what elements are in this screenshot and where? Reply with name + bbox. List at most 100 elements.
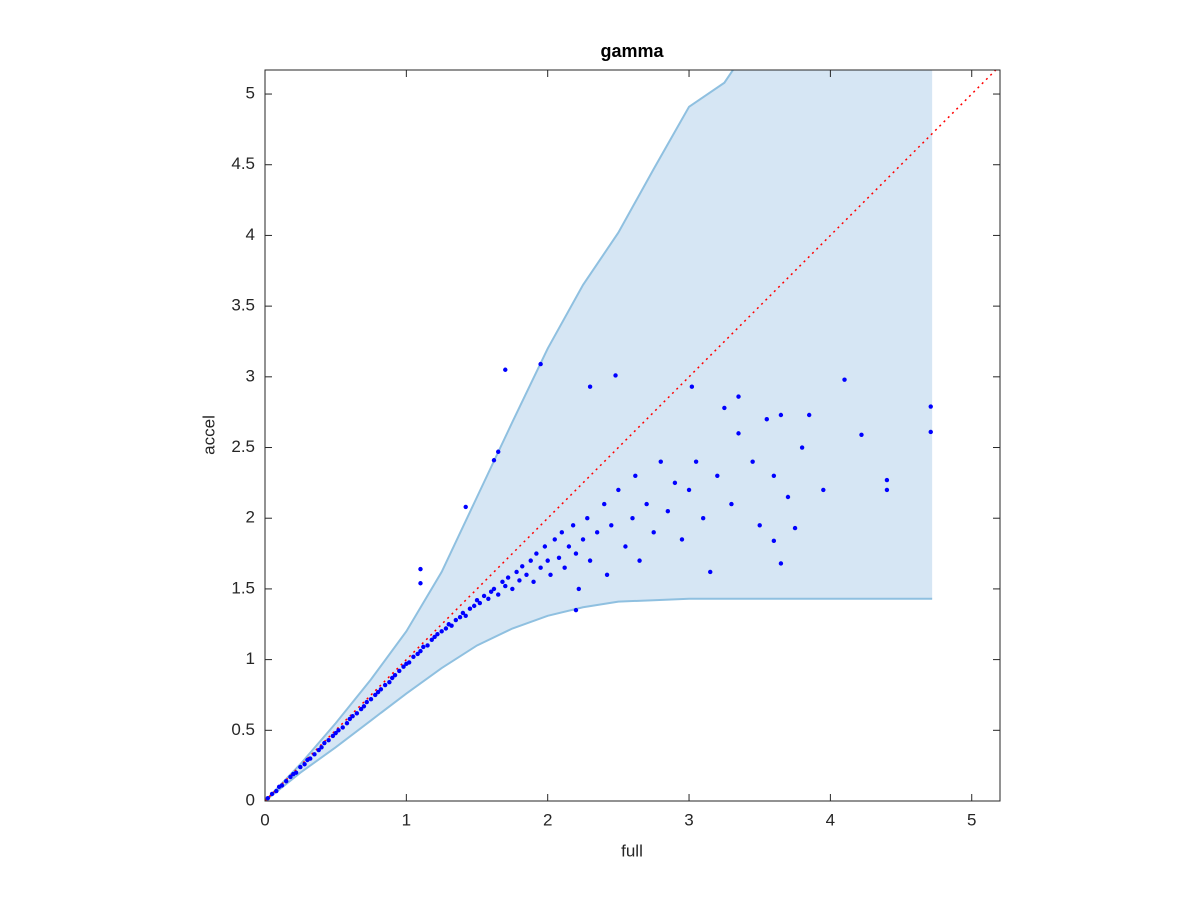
y-axis-label: accel (199, 415, 218, 455)
point (604, 572, 610, 577)
point (415, 651, 420, 657)
point (736, 431, 741, 436)
point (602, 501, 607, 507)
point (288, 774, 293, 780)
point (418, 581, 423, 586)
point (425, 643, 430, 648)
point (471, 603, 477, 609)
point (293, 770, 299, 775)
point (330, 733, 336, 739)
point (505, 575, 511, 580)
point (534, 551, 539, 556)
point (700, 516, 706, 521)
point (609, 523, 614, 528)
y-tick-label: 1.5 (231, 578, 255, 597)
point (576, 586, 581, 592)
x-axis-label: full (621, 841, 643, 860)
point (491, 458, 497, 463)
point (460, 610, 466, 616)
point (613, 373, 618, 378)
point (439, 629, 444, 634)
y-tick-label: 2 (246, 508, 255, 527)
point (806, 412, 812, 418)
point (322, 740, 327, 746)
point (298, 764, 303, 770)
point (633, 473, 638, 478)
point (821, 487, 826, 493)
point (630, 516, 635, 521)
point (785, 494, 791, 500)
y-tick-label: 4 (246, 225, 255, 244)
point (552, 537, 557, 542)
point (570, 523, 576, 528)
y-tick-label: 0 (246, 790, 255, 809)
point (319, 745, 324, 750)
point (503, 367, 508, 372)
point (486, 596, 491, 602)
point (503, 583, 508, 589)
point (418, 648, 423, 654)
point (708, 569, 713, 575)
point (312, 752, 317, 757)
x-tick-label: 0 (260, 810, 269, 829)
point (616, 487, 621, 493)
point (308, 756, 313, 761)
point (585, 516, 590, 521)
x-tick-label: 2 (543, 810, 552, 829)
point (373, 692, 378, 698)
point (500, 579, 505, 585)
y-tick-label: 0.5 (231, 720, 255, 739)
point (344, 721, 350, 726)
point (457, 614, 463, 620)
point (778, 561, 784, 566)
point (491, 586, 497, 592)
point (884, 477, 890, 483)
point (449, 623, 454, 628)
y-tick-label: 3.5 (231, 296, 255, 315)
point (587, 384, 593, 389)
point (778, 412, 784, 418)
point (764, 417, 769, 422)
point (771, 538, 777, 544)
point (463, 613, 468, 618)
point (658, 459, 663, 464)
point (284, 779, 289, 784)
point (474, 598, 480, 603)
point (736, 394, 741, 399)
point (566, 544, 572, 549)
x-tick-label: 3 (684, 810, 693, 829)
point (429, 637, 434, 643)
y-tick-label: 5 (246, 84, 255, 103)
point (411, 654, 416, 659)
point (562, 565, 567, 570)
point (340, 725, 345, 730)
point (538, 361, 543, 367)
point (928, 404, 933, 409)
point (378, 687, 384, 692)
point (573, 607, 579, 613)
point (686, 487, 692, 493)
point (623, 544, 628, 549)
point (757, 523, 762, 528)
point (496, 449, 501, 454)
point (418, 566, 423, 572)
point (333, 730, 338, 736)
point (679, 537, 685, 542)
band-fill (265, 70, 933, 801)
point (520, 564, 525, 569)
point (517, 578, 522, 583)
point (524, 572, 529, 577)
x-tick-label: 5 (967, 810, 976, 829)
x-tick-label: 1 (402, 810, 411, 829)
point (265, 795, 271, 801)
point (387, 680, 392, 685)
point (556, 555, 562, 561)
point (587, 558, 593, 563)
point (928, 429, 933, 435)
point (326, 738, 331, 743)
point (750, 459, 755, 464)
y-tick-label: 2.5 (231, 437, 255, 456)
point (347, 716, 353, 722)
point (382, 682, 388, 688)
point (672, 480, 678, 486)
